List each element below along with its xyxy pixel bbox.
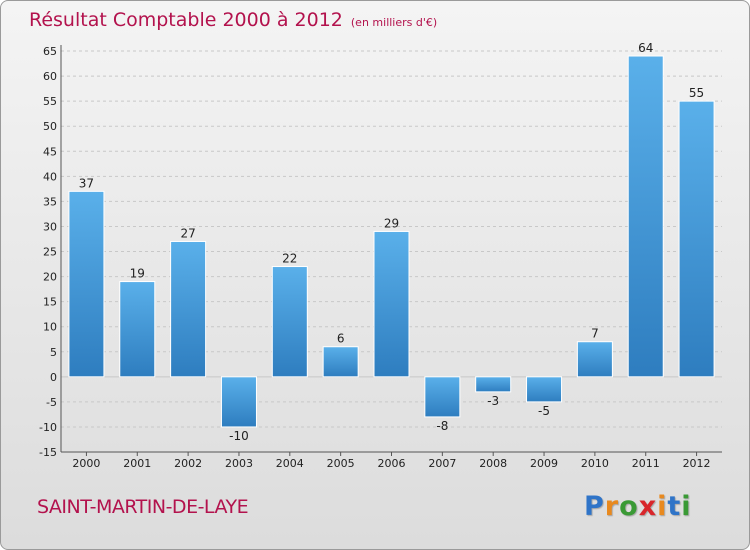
x-tick-label: 2010 xyxy=(581,457,609,470)
y-tick-label: 45 xyxy=(43,145,57,158)
bar-2010[interactable] xyxy=(576,341,613,378)
chart-title-text: Résultat Comptable 2000 à 2012 xyxy=(29,9,343,31)
x-tick-label: 2004 xyxy=(276,457,304,470)
y-tick-label: 10 xyxy=(43,321,57,334)
y-tick-label: 15 xyxy=(43,296,57,309)
y-tick-label: 55 xyxy=(43,95,57,108)
bar-2007[interactable] xyxy=(424,376,461,418)
data-labels: 37 19 27 -10 22 6 29 -8 -3 -5 7 64 55 xyxy=(79,41,704,443)
data-label-2004: 22 xyxy=(282,252,297,266)
chart-title: Résultat Comptable 2000 à 2012 (en millie… xyxy=(29,9,437,31)
y-tick-label: 30 xyxy=(43,220,57,233)
logo-letter: P xyxy=(584,491,605,522)
data-label-2011: 64 xyxy=(638,41,653,55)
x-tick-label: 2007 xyxy=(428,457,456,470)
logo-letter: i xyxy=(681,491,692,522)
logo-letter: x xyxy=(638,491,658,522)
y-tick-label: 20 xyxy=(43,271,57,284)
bar-2002[interactable] xyxy=(170,240,207,378)
x-tick-label: 2000 xyxy=(72,457,100,470)
data-label-2000: 37 xyxy=(79,176,94,190)
logo-letter: r xyxy=(604,491,620,522)
data-label-2003: -10 xyxy=(229,429,249,443)
bar-2012[interactable] xyxy=(678,100,715,378)
logo-letter: t xyxy=(667,491,682,522)
x-tick-label: 2011 xyxy=(632,457,660,470)
x-tick-label: 2001 xyxy=(123,457,151,470)
bar-2001[interactable] xyxy=(119,281,156,378)
data-label-2007: -8 xyxy=(436,419,448,433)
x-tick-label: 2012 xyxy=(683,457,711,470)
y-tick-label: 50 xyxy=(43,120,57,133)
bar-2011[interactable] xyxy=(627,55,664,378)
bar-2008[interactable] xyxy=(475,376,512,393)
y-tick-label: -10 xyxy=(39,421,57,434)
bar-2009[interactable] xyxy=(526,376,563,403)
x-tick-label: 2002 xyxy=(174,457,202,470)
x-tick-label: 2006 xyxy=(378,457,406,470)
data-label-2008: -3 xyxy=(487,394,499,408)
y-tick-label: -5 xyxy=(46,396,57,409)
bar-2004[interactable] xyxy=(271,266,308,378)
x-axis-ticks: 2000 2001 2002 2003 2004 2005 2006 2007 2008 2009… xyxy=(72,452,711,470)
proxiti-logo[interactable]: Proxiti xyxy=(584,491,692,522)
bar-2006[interactable] xyxy=(373,230,410,378)
logo-letter: i xyxy=(657,491,668,522)
y-tick-label: 60 xyxy=(43,70,57,83)
y-tick-label: 35 xyxy=(43,195,57,208)
data-label-2006: 29 xyxy=(384,216,399,230)
data-label-2005: 6 xyxy=(337,332,345,346)
y-tick-label: 0 xyxy=(50,371,57,384)
y-tick-label: -15 xyxy=(39,446,57,459)
data-label-2002: 27 xyxy=(180,226,195,240)
y-tick-label: 25 xyxy=(43,246,57,259)
y-tick-label: 40 xyxy=(43,170,57,183)
data-label-2012: 55 xyxy=(689,86,704,100)
logo-letter: o xyxy=(619,491,639,522)
chart-subtitle: (en milliers d'€) xyxy=(350,16,438,29)
x-tick-label: 2009 xyxy=(530,457,558,470)
x-tick-label: 2003 xyxy=(225,457,253,470)
x-tick-label: 2008 xyxy=(479,457,507,470)
bar-2003[interactable] xyxy=(220,376,257,428)
axes xyxy=(60,45,722,453)
x-tick-label: 2005 xyxy=(327,457,355,470)
y-tick-label: 5 xyxy=(50,346,57,359)
data-label-2010: 7 xyxy=(591,327,599,341)
bar-2000[interactable] xyxy=(68,190,105,378)
commune-name: SAINT-MARTIN-DE-LAYE xyxy=(37,496,249,518)
y-tick-label: 65 xyxy=(43,45,57,58)
bars xyxy=(68,55,715,428)
data-label-2009: -5 xyxy=(538,404,550,418)
bar-2005[interactable] xyxy=(322,346,359,378)
data-label-2001: 19 xyxy=(130,267,145,281)
